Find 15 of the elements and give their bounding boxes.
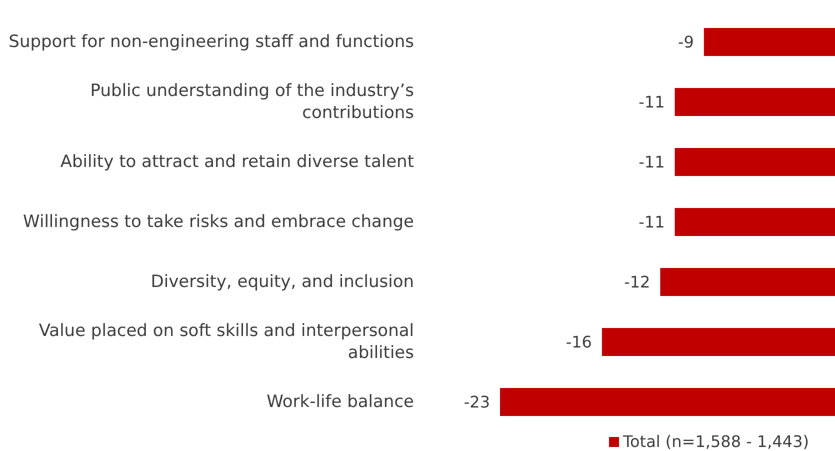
y-tick-label: Work-life balance (266, 392, 414, 412)
y-tick-label: Public understanding of the industry’s contributions (90, 81, 414, 123)
y-tick-label: Support for non-engineering staff and functions (8, 32, 414, 52)
data-label: -11 (638, 92, 665, 112)
data-label: -11 (638, 152, 665, 172)
y-tick-label: Diversity, equity, and inclusion (150, 272, 414, 292)
data-label: -12 (624, 272, 650, 292)
data-label: -23 (464, 392, 490, 412)
data-label: -11 (638, 212, 665, 232)
legend-label: Total (n=1,588 - 1,443) (622, 432, 809, 451)
y-tick-label: Ability to attract and retain diverse talent (60, 152, 414, 172)
y-tick-label: Willingness to take risks and embrace change (23, 212, 414, 232)
data-label: -9 (678, 32, 694, 52)
data-label: -16 (566, 332, 592, 352)
y-tick-label: Value placed on soft skills and interpersonal abilities (38, 321, 414, 363)
